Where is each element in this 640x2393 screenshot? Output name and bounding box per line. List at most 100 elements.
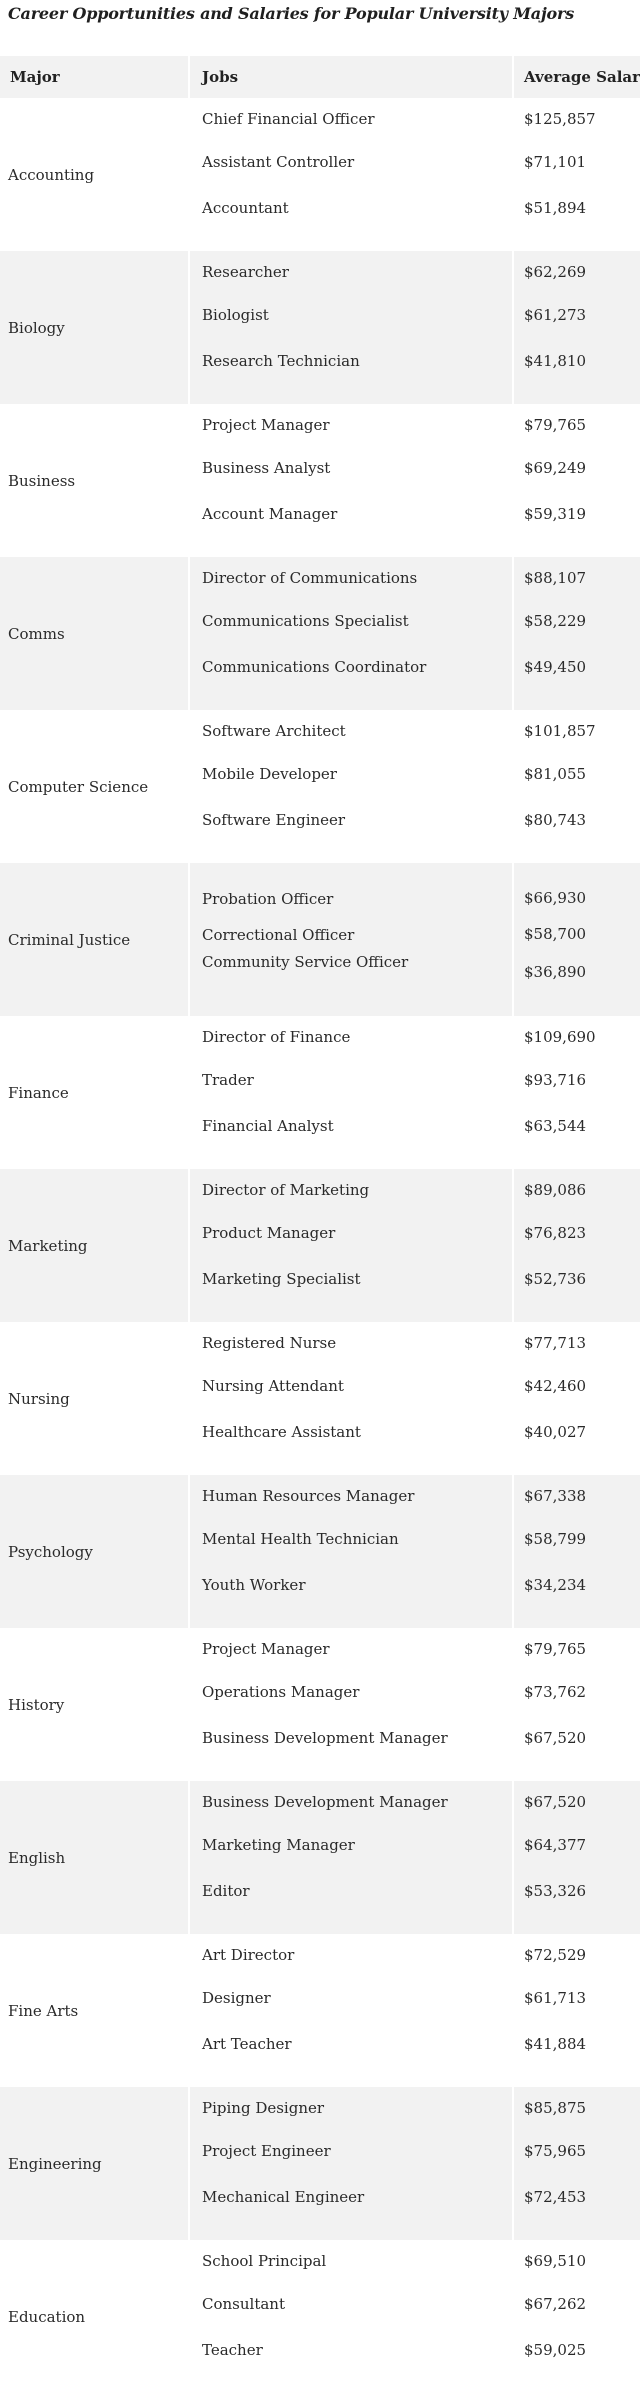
salary-value: $58,799 [524,1530,587,1548]
job-title: Art Director [202,1946,295,1964]
job-title: Product Manager [202,1224,336,1242]
job-title: Youth Worker [202,1576,306,1594]
table-row: Computer Science Software Architect Mobile… [0,710,640,863]
job-title: Financial Analyst [202,1117,334,1135]
salary-cell: $79,765 $73,762 $67,520 [514,1628,640,1781]
job-title: Teacher [202,2341,263,2359]
salary-value: $58,229 [524,612,587,630]
jobs-cell: Business Development Manager Marketing Ma… [190,1781,514,1934]
salary-value: $109,690 [524,1028,596,1046]
salary-cell: $79,765 $69,249 $59,319 [514,404,640,557]
major-cell: Finance [0,1016,190,1169]
salary-cell: $69,510 $67,262 $59,025 [514,2240,640,2393]
salary-value: $85,875 [524,2099,587,2117]
salary-table: Major Jobs Average Salary Accounting Chie… [0,56,640,2393]
job-title: Trader [202,1071,254,1089]
salary-value: $67,520 [524,1729,587,1747]
job-title: Art Teacher [202,2035,292,2053]
major-cell: English [0,1781,190,1934]
major-cell: Comms [0,557,190,710]
jobs-cell: School Principal Consultant Teacher [190,2240,514,2393]
table-row: Business Project Manager Business Analyst A… [0,404,640,557]
job-title: Piping Designer [202,2099,325,2117]
job-title: Communications Coordinator [202,658,427,676]
header-major: Major [0,56,190,98]
job-title: Correctional Officer [202,926,355,944]
salary-value: $73,762 [524,1683,587,1701]
major-cell: Biology [0,251,190,404]
salary-value: $52,736 [524,1270,587,1288]
jobs-cell: Project Manager Operations Manager Busines… [190,1628,514,1781]
job-title: Accountant [202,199,289,217]
job-title: Marketing Specialist [202,1270,361,1288]
job-title: Researcher [202,263,289,281]
major-cell: History [0,1628,190,1781]
job-title: Editor [202,1882,250,1900]
jobs-cell: Probation Officer Correctional Officer Com… [190,863,514,1016]
salary-cell: $72,529 $61,713 $41,884 [514,1934,640,2087]
major-cell: Accounting [0,98,190,251]
job-title: Nursing Attendant [202,1377,344,1395]
jobs-cell: Director of Communications Communications… [190,557,514,710]
salary-value: $79,765 [524,1640,587,1658]
salary-cell: $77,713 $42,460 $40,027 [514,1322,640,1475]
salary-value: $101,857 [524,722,596,740]
salary-value: $89,086 [524,1181,587,1199]
salary-value: $75,965 [524,2142,587,2160]
job-title: Healthcare Assistant [202,1423,361,1441]
job-title: Software Engineer [202,811,346,829]
salary-value: $72,529 [524,1946,587,1964]
job-title: Director of Communications [202,569,418,587]
salary-value: $76,823 [524,1224,587,1242]
major-cell: Psychology [0,1475,190,1628]
salary-value: $72,453 [524,2188,587,2206]
salary-value: $42,460 [524,1377,587,1395]
job-title: Business Development Manager [202,1793,448,1811]
salary-value: $53,326 [524,1882,587,1900]
job-title: Chief Financial Officer [202,110,375,128]
jobs-cell: Director of Finance Trader Financial Analy… [190,1016,514,1169]
salary-value: $51,894 [524,199,587,217]
salary-value: $41,884 [524,2035,587,2053]
major-cell: Business [0,404,190,557]
jobs-cell: Registered Nurse Nursing Attendant Healthc… [190,1322,514,1475]
salary-cell: $88,107 $58,229 $49,450 [514,557,640,710]
salary-value: $59,319 [524,505,587,523]
salary-value: $67,262 [524,2295,587,2313]
salary-value: $125,857 [524,110,596,128]
job-title: School Principal [202,2252,327,2270]
jobs-cell: Art Director Designer Art Teacher [190,1934,514,2087]
salary-value: $69,249 [524,459,587,477]
salary-value: $61,273 [524,306,587,324]
salary-value: $66,930 [524,889,587,907]
salary-cell: $66,930 $58,700 $36,890 [514,863,640,1016]
salary-value: $61,713 [524,1989,587,2007]
jobs-cell: Project Manager Business Analyst Account M… [190,404,514,557]
salary-value: $93,716 [524,1071,587,1089]
job-title: Registered Nurse [202,1334,337,1352]
table-row: Fine Arts Art Director Designer Art Teacher… [0,1934,640,2087]
major-cell: Fine Arts [0,1934,190,2087]
table-row: Engineering Piping Designer Project Engine… [0,2087,640,2240]
major-cell: Criminal Justice [0,863,190,1016]
jobs-cell: Researcher Biologist Research Technician [190,251,514,404]
major-cell: Education [0,2240,190,2393]
job-title: Director of Finance [202,1028,351,1046]
salary-value: $36,890 [524,963,587,981]
salary-value: $71,101 [524,153,587,171]
salary-value: $81,055 [524,765,587,783]
job-title: Software Architect [202,722,346,740]
job-title: Director of Marketing [202,1181,370,1199]
job-title: Mechanical Engineer [202,2188,365,2206]
salary-cell: $125,857 $71,101 $51,894 [514,98,640,251]
salary-value: $67,520 [524,1793,587,1811]
job-title: Consultant [202,2295,285,2313]
salary-value: $41,810 [524,352,587,370]
job-title: Designer [202,1989,271,2007]
salary-cell: $62,269 $61,273 $41,810 [514,251,640,404]
table-row: Nursing Registered Nurse Nursing Attendant… [0,1322,640,1475]
major-cell: Marketing [0,1169,190,1322]
job-title: Human Resources Manager [202,1487,415,1505]
job-title: Operations Manager [202,1683,360,1701]
jobs-cell: Human Resources Manager Mental Health Tec… [190,1475,514,1628]
